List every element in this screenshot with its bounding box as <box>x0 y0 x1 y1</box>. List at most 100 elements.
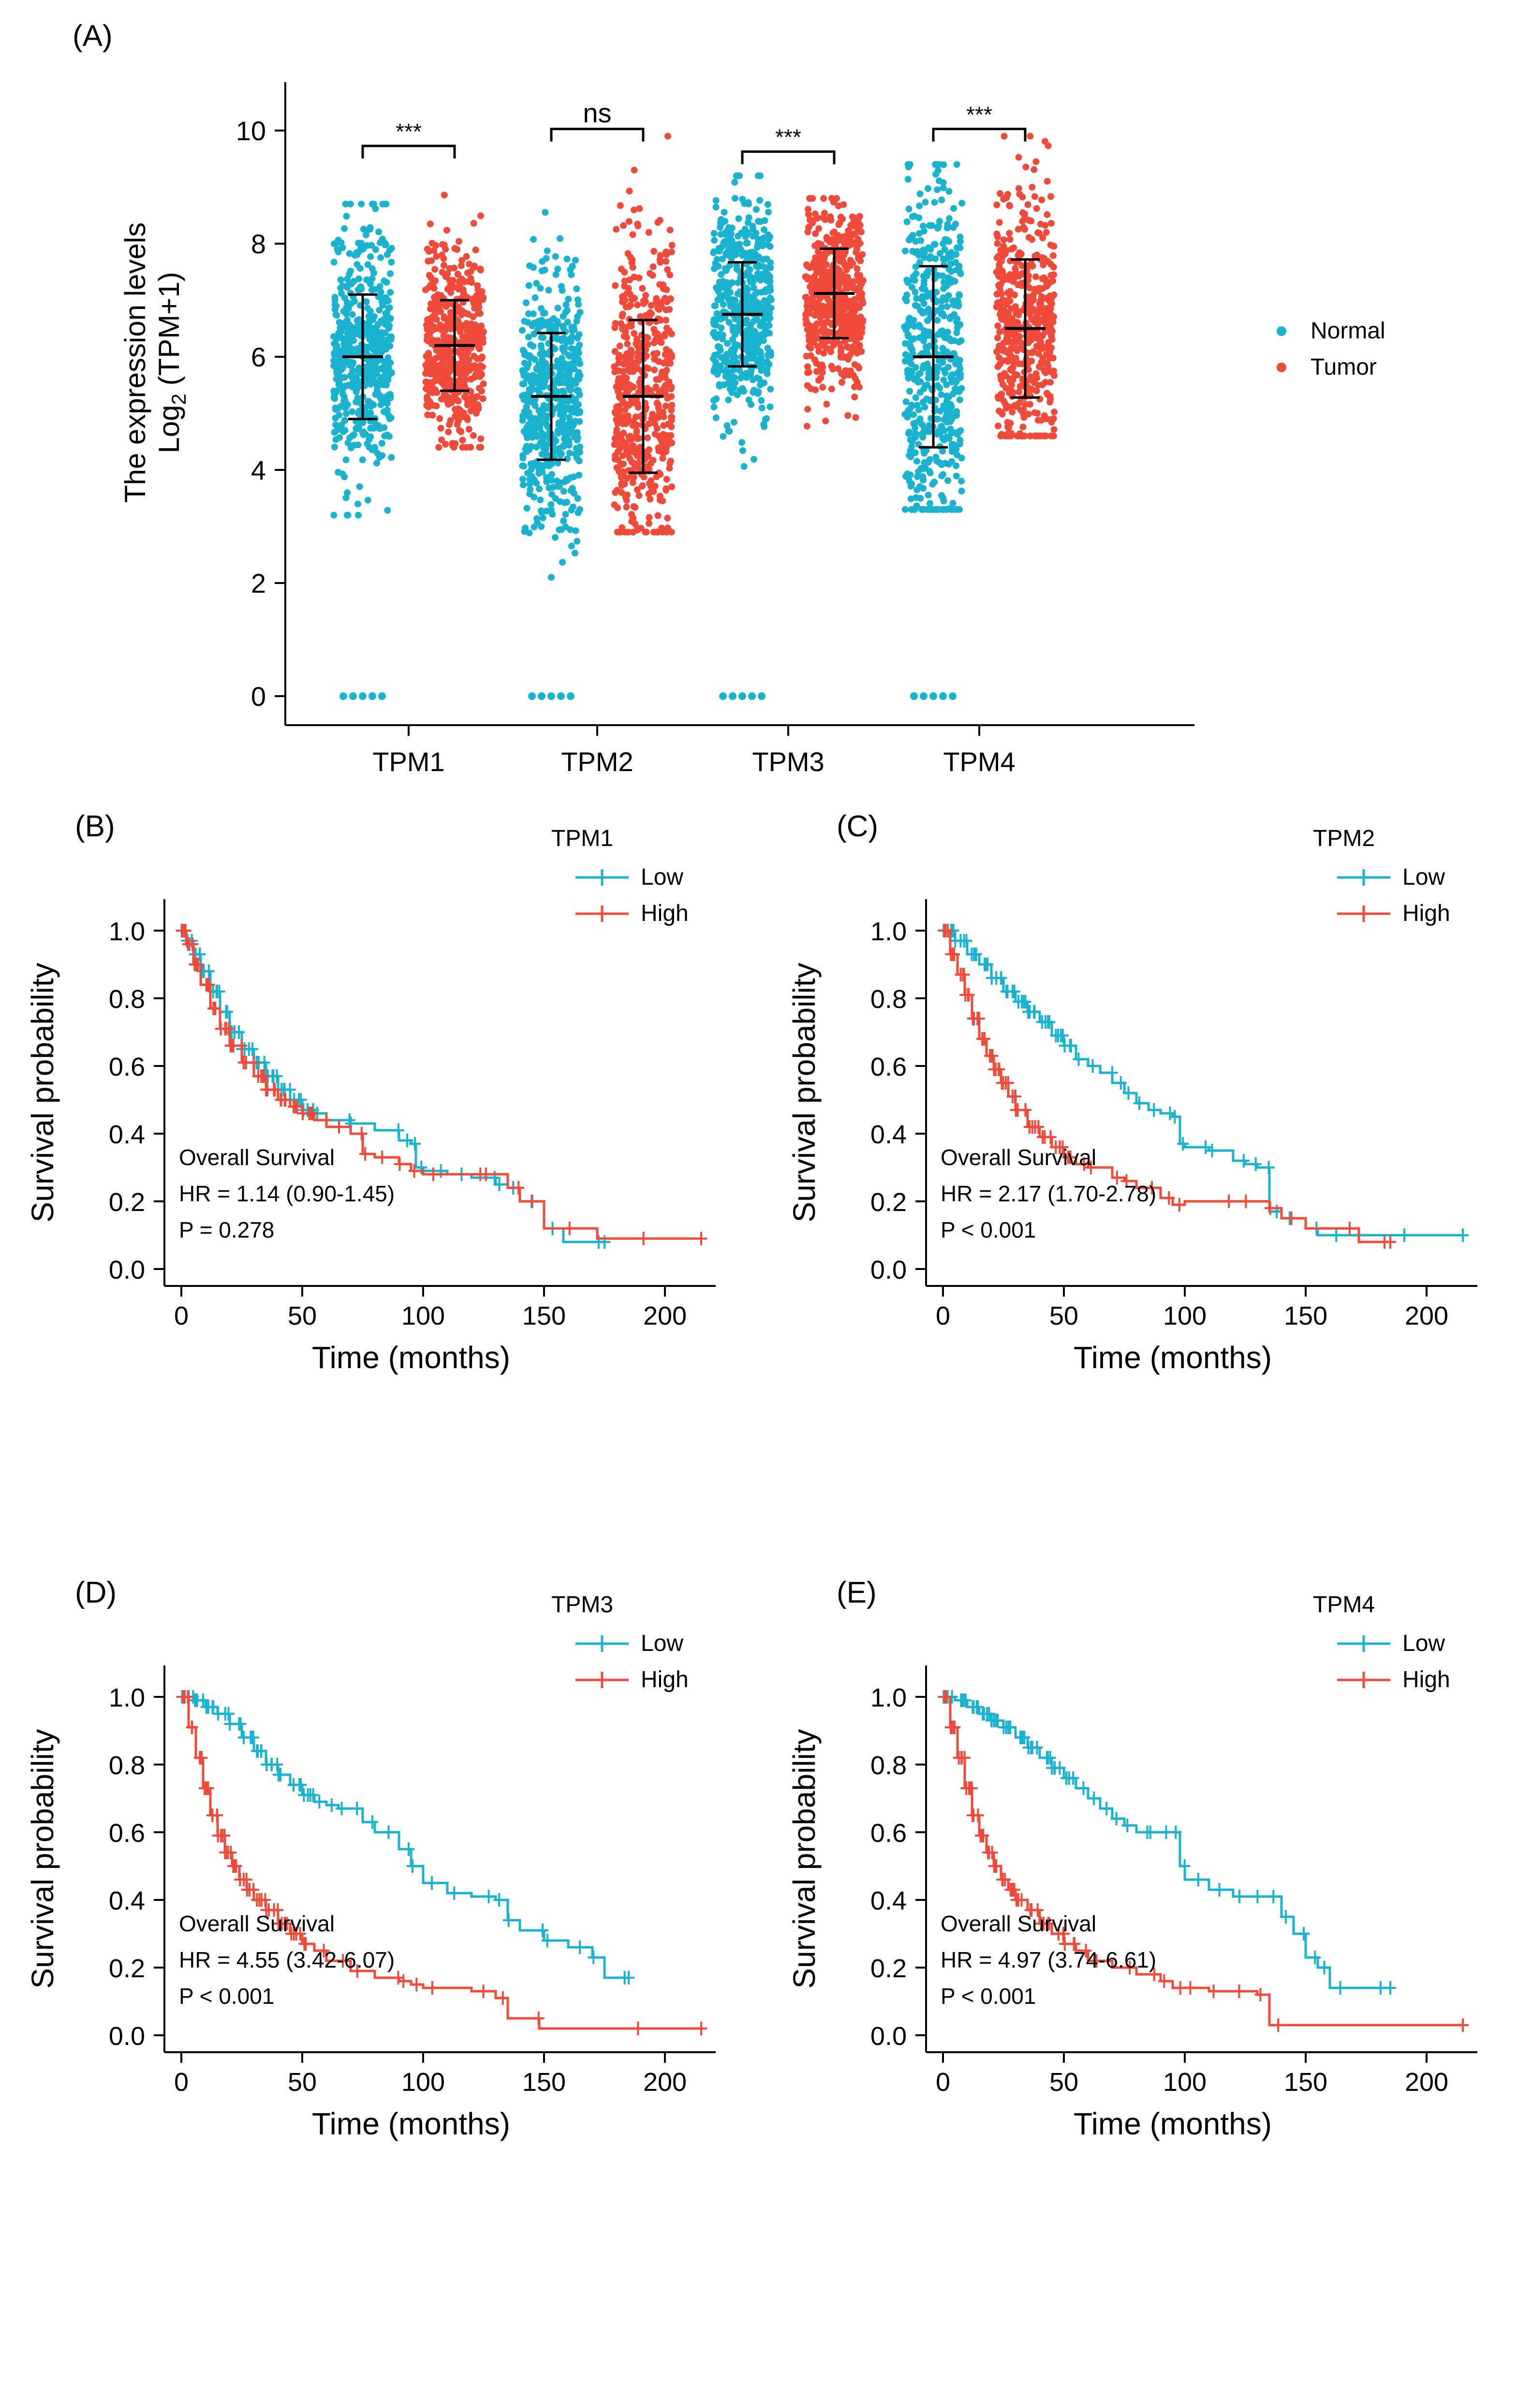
data-point <box>724 340 731 347</box>
data-point <box>1037 364 1045 371</box>
data-point <box>718 244 725 251</box>
censor-mark <box>1193 1873 1205 1886</box>
data-point <box>765 208 772 216</box>
data-point <box>628 443 635 450</box>
data-point <box>540 433 547 440</box>
data-point <box>1048 336 1055 343</box>
censor-mark <box>294 1778 306 1792</box>
data-point <box>852 375 859 382</box>
data-point <box>614 404 621 411</box>
data-point <box>349 408 356 415</box>
data-point <box>764 201 771 208</box>
data-point <box>368 446 376 453</box>
censor-mark <box>1457 1228 1469 1242</box>
data-point <box>926 397 933 404</box>
data-point <box>953 462 960 469</box>
legend-label: High <box>641 901 689 926</box>
data-point <box>567 382 574 389</box>
data-point <box>559 426 566 434</box>
data-point <box>635 460 642 467</box>
data-point <box>536 485 543 493</box>
censor-mark <box>968 1012 980 1025</box>
data-point <box>935 222 942 230</box>
censor-mark <box>502 1913 515 1927</box>
data-point <box>388 259 395 266</box>
data-point <box>856 221 864 229</box>
censor-mark <box>599 1235 610 1249</box>
y-tick-label: 0.4 <box>109 1120 145 1149</box>
data-point <box>541 309 548 317</box>
data-point <box>621 528 629 536</box>
data-point <box>347 334 354 341</box>
data-point <box>743 327 751 334</box>
data-point <box>1009 364 1016 371</box>
data-point <box>626 188 633 195</box>
data-point <box>454 270 461 277</box>
data-point <box>636 205 643 212</box>
censor-mark <box>1178 1859 1191 1873</box>
data-point <box>1041 138 1048 145</box>
data-point <box>917 237 925 244</box>
data-point <box>819 384 826 391</box>
data-point <box>926 366 933 374</box>
censor-mark <box>695 2022 707 2035</box>
data-point <box>635 492 643 499</box>
data-point <box>351 298 358 305</box>
data-point <box>802 316 810 323</box>
data-point <box>1010 359 1017 366</box>
data-point <box>852 414 859 421</box>
data-point <box>478 290 485 297</box>
data-point <box>618 431 625 438</box>
data-point <box>612 320 619 327</box>
censor-mark <box>313 1795 325 1809</box>
data-point <box>551 345 559 352</box>
data-point <box>664 358 672 365</box>
data-point <box>558 526 565 533</box>
data-point <box>613 226 620 233</box>
data-point <box>742 298 750 306</box>
data-point <box>829 229 837 236</box>
data-point <box>345 305 352 312</box>
data-point <box>576 443 584 451</box>
data-point <box>386 371 393 378</box>
data-point <box>530 264 537 271</box>
data-point <box>825 319 832 326</box>
data-point <box>956 338 963 346</box>
data-point <box>566 450 573 457</box>
data-point <box>527 414 534 422</box>
y-tick-label: 0.6 <box>109 1819 145 1848</box>
data-point <box>625 218 633 225</box>
data-point <box>745 230 752 237</box>
data-point <box>994 334 1001 341</box>
data-point <box>554 265 561 273</box>
legend-marker <box>1277 363 1286 372</box>
data-point <box>902 473 909 480</box>
censor-mark <box>1059 1039 1071 1052</box>
data-point-zero <box>929 692 937 700</box>
data-point <box>526 386 533 393</box>
data-point <box>1050 243 1058 250</box>
censor-mark <box>351 1802 363 1815</box>
data-point <box>1015 154 1022 161</box>
data-point <box>649 457 657 464</box>
data-point <box>531 402 539 409</box>
data-point <box>533 366 540 373</box>
data-point <box>956 388 963 395</box>
data-point <box>631 449 638 455</box>
data-point <box>364 261 371 268</box>
data-point <box>530 320 538 327</box>
data-point <box>448 399 455 407</box>
censor-mark <box>355 1127 368 1140</box>
data-point <box>927 500 933 507</box>
data-point <box>732 328 739 336</box>
data-point <box>916 370 924 377</box>
data-point <box>351 251 358 259</box>
censor-mark <box>477 1985 489 1998</box>
data-point <box>654 219 662 226</box>
data-point <box>668 393 675 400</box>
data-point <box>1042 222 1049 229</box>
data-point <box>616 342 623 350</box>
data-point <box>630 503 637 510</box>
data-point <box>650 326 658 333</box>
